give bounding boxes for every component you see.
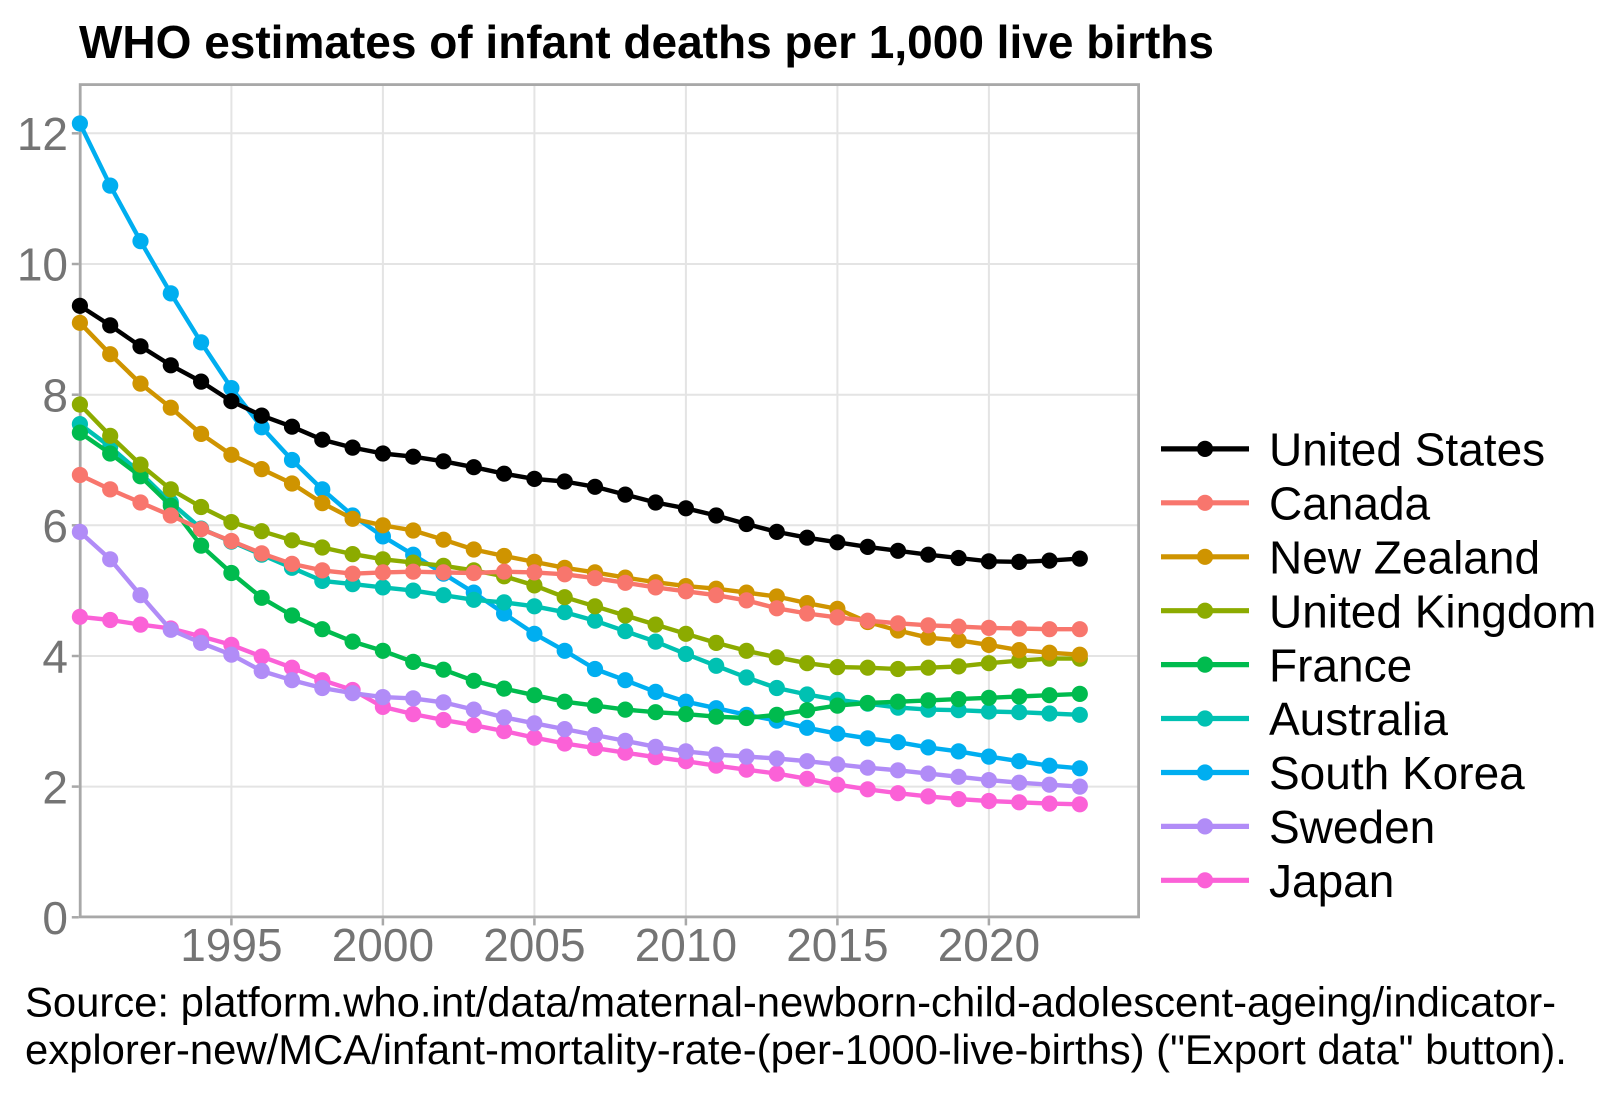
svg-text:8: 8 — [42, 369, 68, 421]
svg-text:12: 12 — [17, 108, 68, 160]
svg-text:Source: platform.who.int/data/: Source: platform.who.int/data/maternal-n… — [25, 979, 1556, 1026]
svg-text:4: 4 — [42, 631, 68, 683]
svg-text:6: 6 — [42, 500, 68, 552]
svg-text:WHO estimates of infant deaths: WHO estimates of infant deaths per 1,000… — [79, 16, 1214, 68]
svg-text:New Zealand: New Zealand — [1269, 532, 1540, 584]
svg-text:10: 10 — [17, 239, 68, 291]
svg-text:2010: 2010 — [635, 919, 737, 971]
svg-text:South Korea: South Korea — [1269, 747, 1525, 799]
svg-text:2000: 2000 — [332, 919, 434, 971]
svg-text:2020: 2020 — [938, 919, 1040, 971]
svg-text:Japan: Japan — [1269, 855, 1394, 907]
svg-text:2: 2 — [42, 761, 68, 813]
svg-text:2005: 2005 — [483, 919, 585, 971]
svg-text:Canada: Canada — [1269, 478, 1431, 530]
svg-text:United Kingdom: United Kingdom — [1269, 585, 1596, 637]
svg-text:Sweden: Sweden — [1269, 801, 1435, 853]
svg-text:0: 0 — [42, 892, 68, 944]
svg-text:France: France — [1269, 639, 1412, 691]
svg-text:2015: 2015 — [786, 919, 888, 971]
svg-text:United States: United States — [1269, 424, 1545, 476]
svg-text:explorer-new/MCA/infant-mortal: explorer-new/MCA/infant-mortality-rate-(… — [25, 1026, 1567, 1073]
svg-text:Australia: Australia — [1269, 693, 1448, 745]
svg-text:1995: 1995 — [180, 919, 282, 971]
